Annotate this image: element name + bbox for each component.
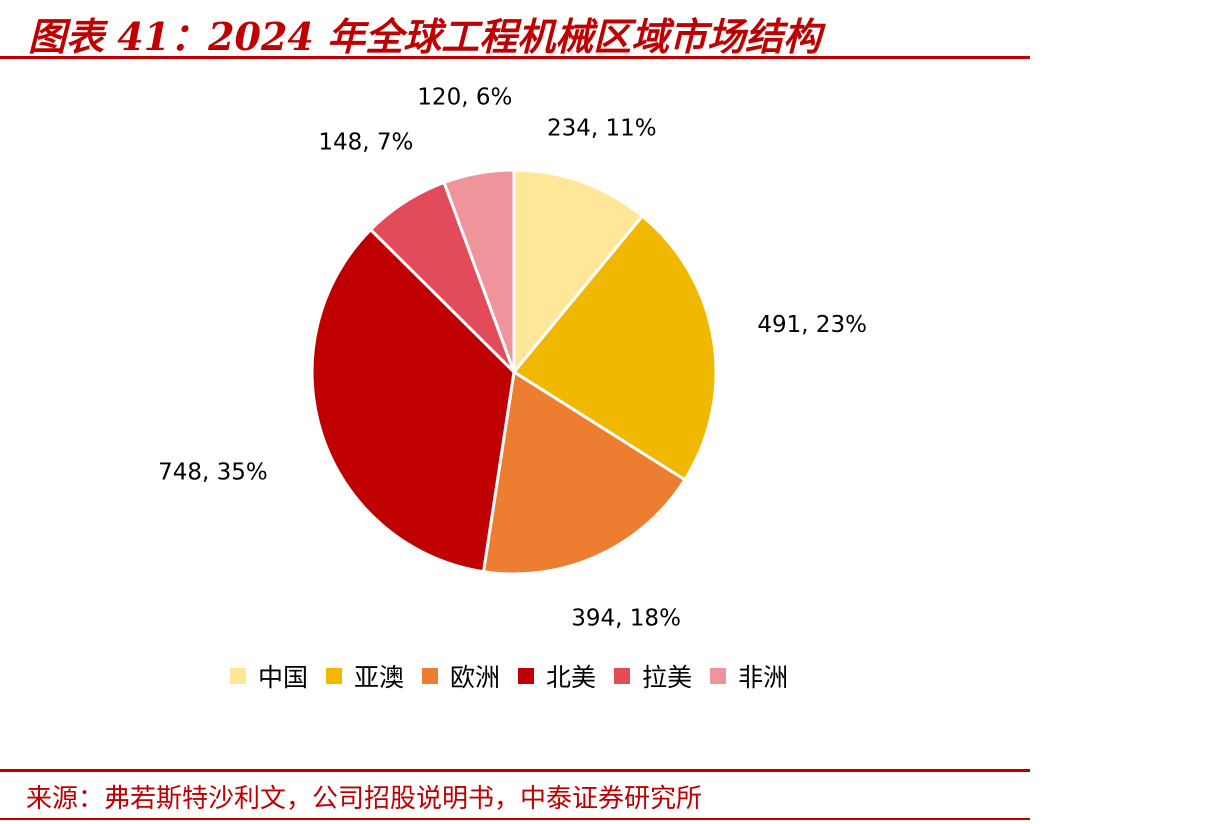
legend-label: 欧洲 [450, 663, 501, 692]
legend-label: 亚澳 [354, 663, 405, 692]
bottom-divider [0, 769, 1030, 772]
legend-swatch [422, 668, 439, 684]
legend-item-5: 拉美 [614, 658, 692, 694]
pie-data-label-2: 491, 23% [757, 312, 867, 338]
pie-slice-2 [511, 213, 718, 482]
legend-label: 北美 [546, 663, 597, 692]
pie-data-label-5: 148, 7% [318, 129, 413, 155]
legend-swatch [326, 668, 343, 684]
bottom-divider-thin [0, 818, 1030, 820]
legend-swatch [518, 668, 535, 684]
pie-slice-6 [442, 168, 516, 373]
pie-slice-3 [481, 369, 687, 576]
pie-slice-4 [310, 227, 516, 574]
legend-item-1: 中国 [230, 658, 308, 694]
pie-data-label-3: 394, 18% [571, 606, 681, 632]
pie-chart: 234, 11% 491, 23% 394, 18% 748, 35% 148, 7%1… [158, 84, 867, 631]
legend-swatch [710, 668, 727, 684]
top-divider [0, 56, 1030, 59]
pie-data-label-1: 234, 11% [547, 115, 657, 141]
legend-label: 非洲 [738, 663, 789, 692]
chart-title: 图表 41：2024 年全球工程机械区域市场结构 [28, 14, 822, 59]
legend-item-6: 非洲 [710, 658, 788, 694]
pie-data-label-6: 120, 6% [417, 84, 512, 110]
pie-slices [310, 168, 718, 576]
legend-label: 中国 [258, 663, 309, 692]
source-note: 来源：弗若斯特沙利文，公司招股说明书，中泰证券研究所 [26, 784, 703, 814]
legend-item-3: 欧洲 [422, 658, 500, 694]
chart-legend: 中国 亚澳 欧洲 北美 拉美 非洲 [230, 658, 806, 694]
pie-data-labels: 234, 11% 491, 23% 394, 18% 748, 35% 148, 7%1… [158, 84, 867, 631]
pie-slice-1 [512, 168, 645, 377]
legend-swatch [614, 668, 631, 684]
legend-swatch [230, 668, 246, 684]
pie-data-label-4: 748, 35% [158, 459, 268, 485]
legend-item-2: 亚澳 [326, 658, 404, 694]
legend-label: 拉美 [642, 663, 693, 692]
legend-item-4: 北美 [518, 658, 596, 694]
